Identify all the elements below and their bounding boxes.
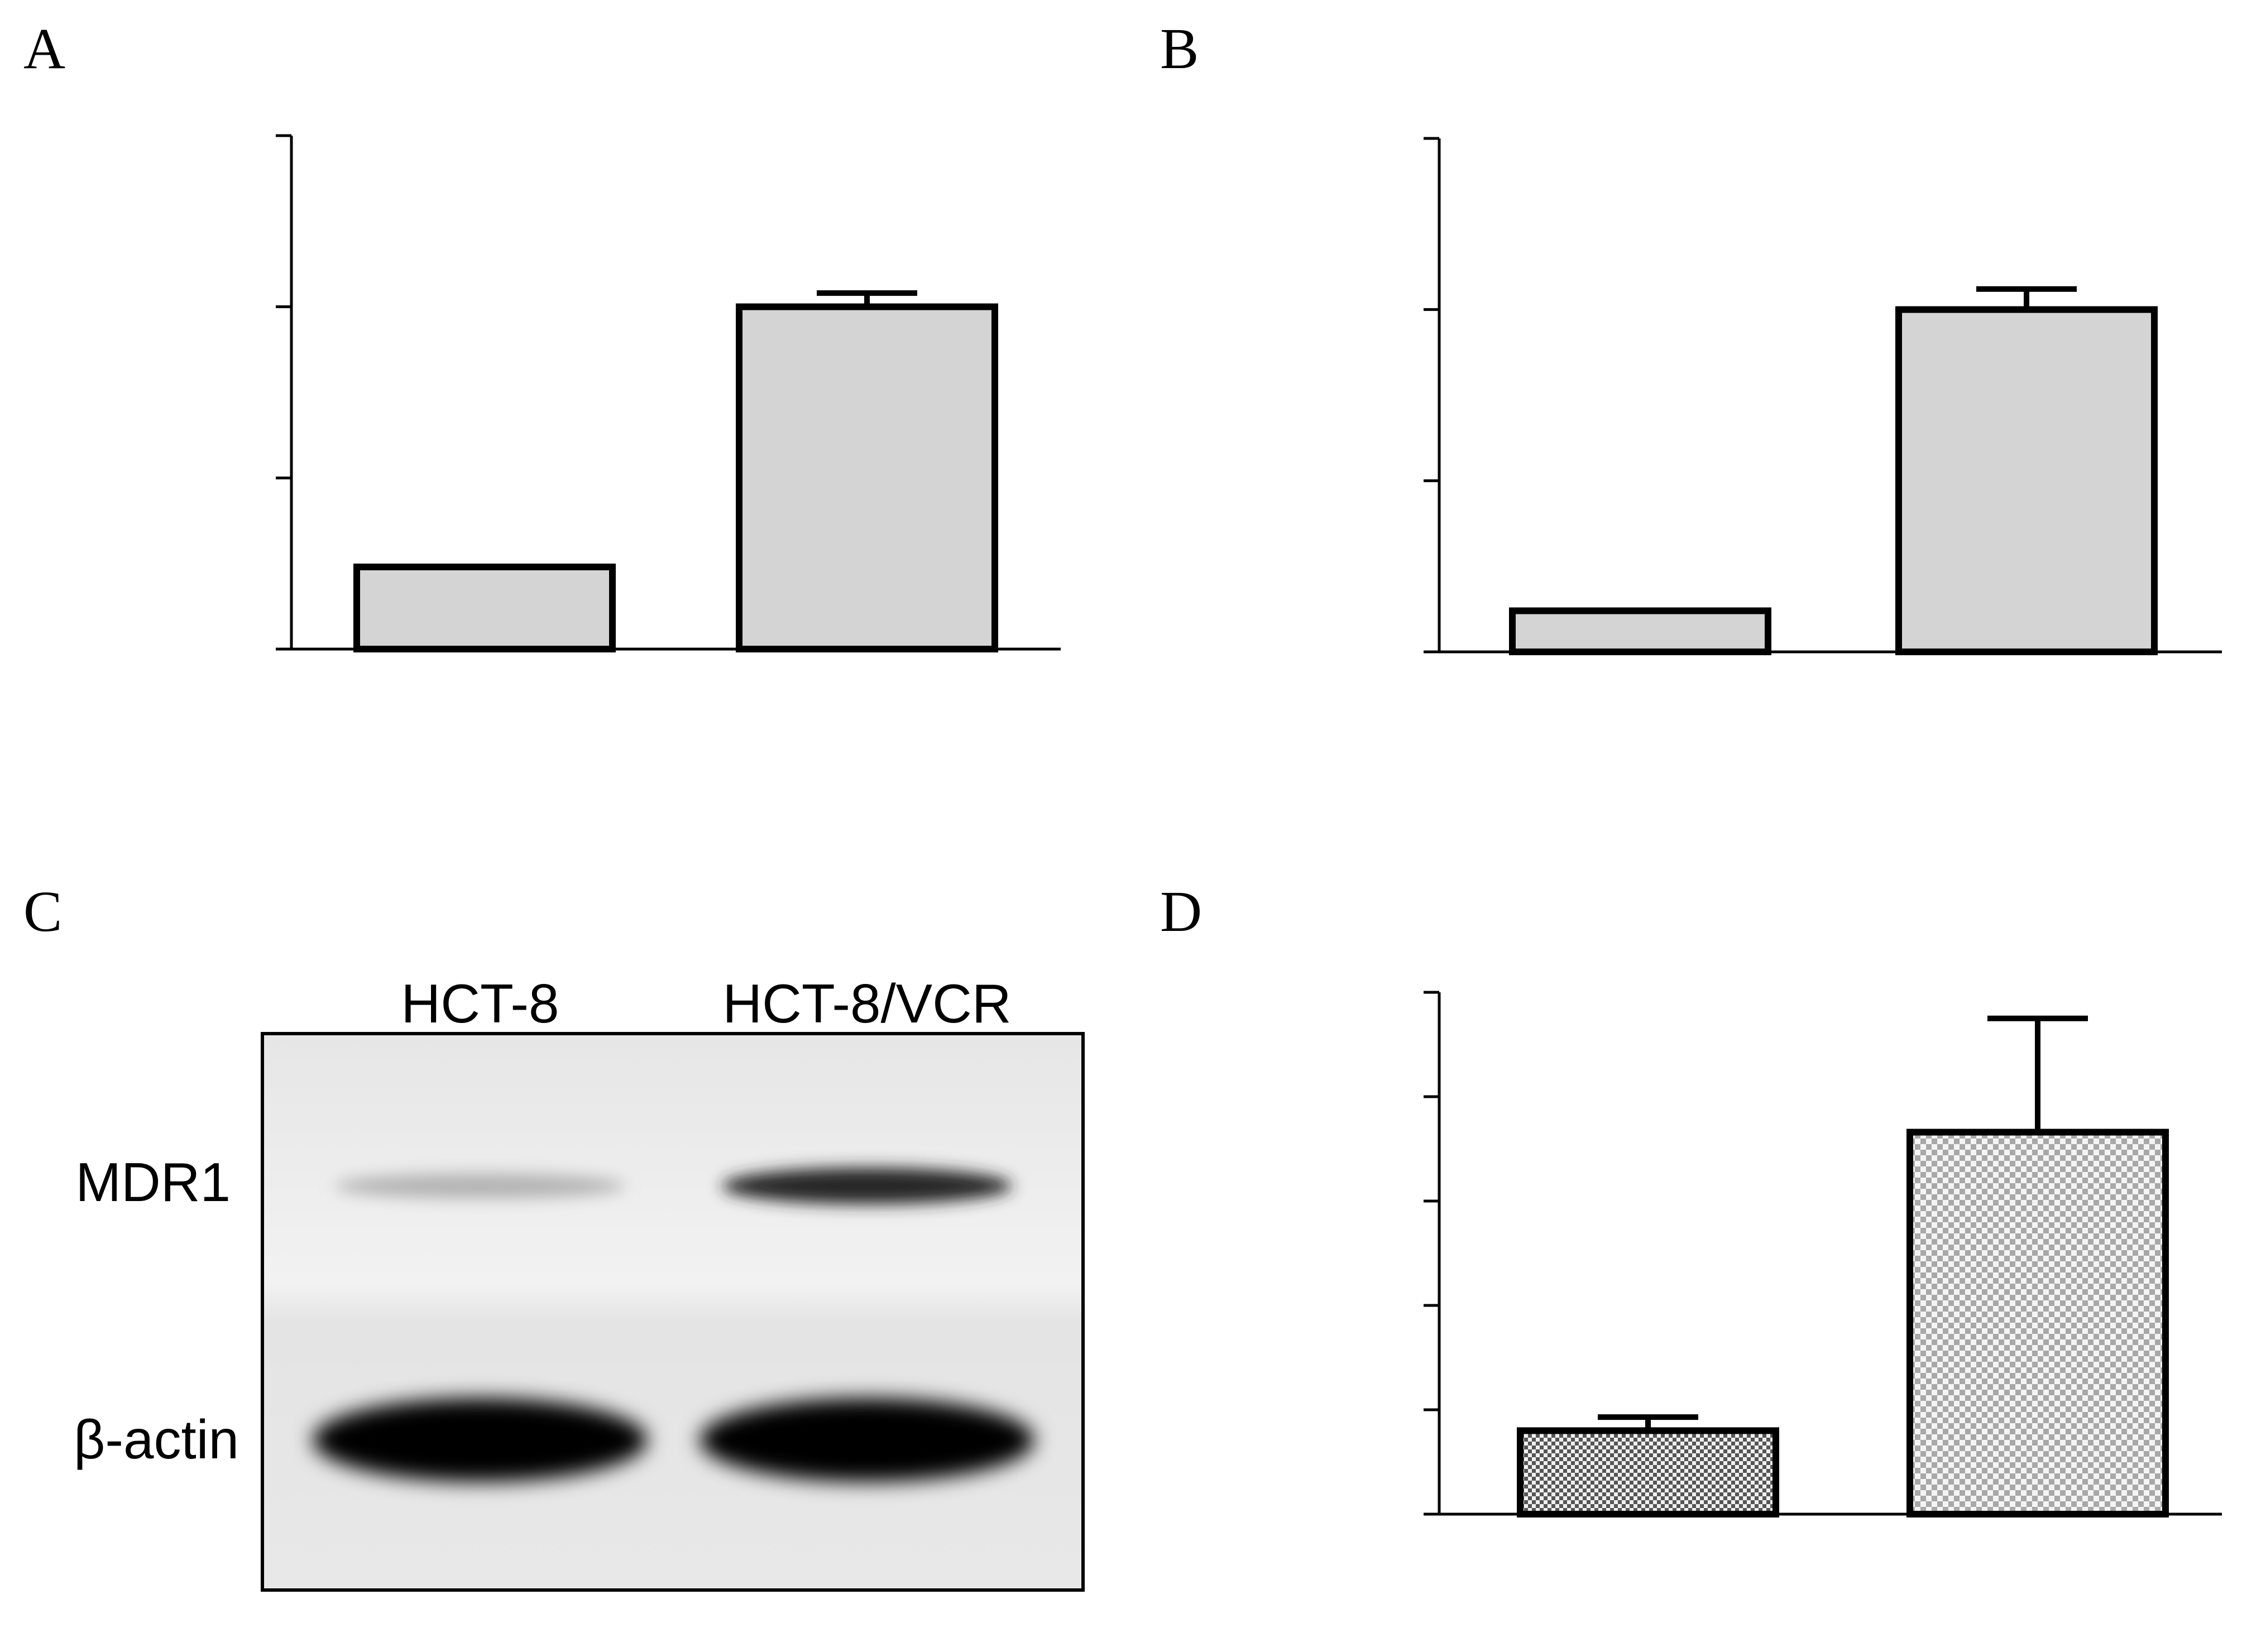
panel-letter-c: C [23, 880, 62, 944]
panel-letter-a: A [23, 17, 65, 81]
blot-band-mdr1 [335, 1173, 625, 1199]
blot-band-actin [700, 1398, 1034, 1482]
panel-letter-d: D [1160, 880, 1202, 944]
blot-lane-label-hct8-vcr: HCT-8/VCR [722, 973, 1011, 1034]
blot-membrane [261, 1032, 1085, 1592]
chart-panel-d [1424, 991, 2222, 1517]
blot-band-actin [313, 1398, 648, 1482]
bar [736, 303, 998, 652]
bar [1906, 1128, 2169, 1517]
blot-band-mdr1 [722, 1168, 1012, 1204]
western-blot-panel: HCT-8 HCT-8/VCR MDR1 β-actin [74, 973, 1085, 1592]
blot-row-label-actin: β-actin [74, 1409, 239, 1470]
blot-lane-label-hct8: HCT-8 [401, 973, 559, 1034]
bar [1517, 1427, 1779, 1517]
blot-row-label-mdr1: MDR1 [75, 1151, 231, 1213]
bar [1509, 607, 1771, 656]
chart-panel-a [276, 134, 1061, 652]
blot-bands [313, 1168, 1034, 1482]
bar [1895, 306, 2158, 655]
chart-panel-b [1424, 137, 2222, 656]
bar [353, 563, 616, 652]
panel-letter-b: B [1160, 17, 1199, 81]
